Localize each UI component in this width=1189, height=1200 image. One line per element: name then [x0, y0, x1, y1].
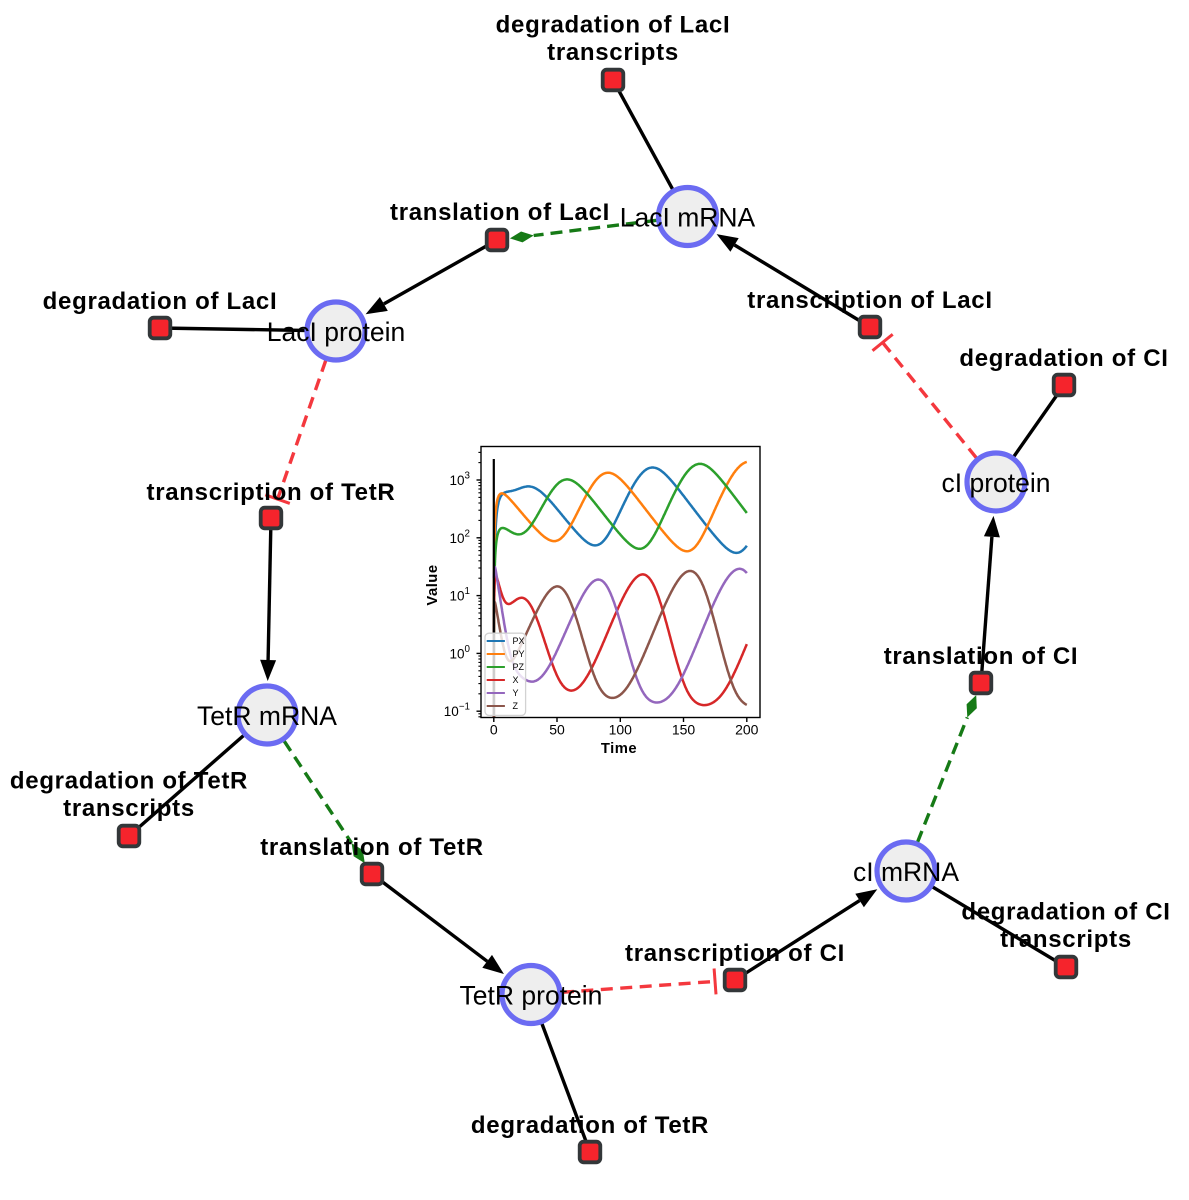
svg-text:LacI protein: LacI protein: [267, 317, 405, 347]
svg-text:150: 150: [672, 722, 696, 738]
svg-text:PZ: PZ: [513, 662, 525, 672]
svg-text:degradation of TetR: degradation of TetR: [10, 768, 248, 795]
svg-text:Y: Y: [513, 688, 519, 698]
svg-text:TetR mRNA: TetR mRNA: [197, 701, 337, 731]
svg-text:10−1: 10−1: [444, 702, 470, 720]
svg-text:Time: Time: [601, 741, 637, 757]
svg-text:transcription of TetR: transcription of TetR: [147, 479, 396, 506]
svg-text:0: 0: [490, 722, 498, 738]
svg-text:101: 101: [450, 586, 470, 604]
svg-text:102: 102: [450, 528, 470, 546]
svg-text:translation of LacI: translation of LacI: [390, 199, 610, 226]
svg-text:degradation of CI: degradation of CI: [961, 899, 1170, 926]
svg-text:cI protein: cI protein: [941, 468, 1050, 498]
svg-text:Z: Z: [513, 701, 519, 711]
svg-text:PY: PY: [513, 649, 525, 659]
svg-text:transcription of CI: transcription of CI: [625, 940, 845, 967]
svg-text:degradation of LacI: degradation of LacI: [43, 288, 278, 315]
svg-text:200: 200: [735, 722, 759, 738]
svg-text:100: 100: [450, 644, 471, 662]
svg-text:transcription of LacI: transcription of LacI: [747, 287, 992, 314]
svg-text:cI mRNA: cI mRNA: [853, 857, 959, 887]
svg-text:Value: Value: [425, 564, 441, 605]
svg-text:X: X: [513, 675, 519, 685]
svg-text:transcripts: transcripts: [547, 39, 679, 66]
svg-text:translation of TetR: translation of TetR: [260, 834, 484, 861]
svg-text:degradation of TetR: degradation of TetR: [471, 1112, 709, 1139]
svg-text:LacI mRNA: LacI mRNA: [620, 203, 756, 233]
svg-text:100: 100: [609, 722, 633, 738]
svg-text:degradation of LacI: degradation of LacI: [496, 12, 731, 39]
svg-text:PX: PX: [513, 636, 525, 646]
svg-text:transcripts: transcripts: [1000, 926, 1132, 953]
svg-text:translation of CI: translation of CI: [884, 643, 1079, 670]
svg-text:TetR protein: TetR protein: [460, 981, 603, 1011]
svg-text:degradation of CI: degradation of CI: [959, 345, 1168, 372]
svg-text:103: 103: [450, 471, 471, 489]
svg-text:transcripts: transcripts: [63, 795, 195, 822]
svg-text:50: 50: [549, 722, 565, 738]
